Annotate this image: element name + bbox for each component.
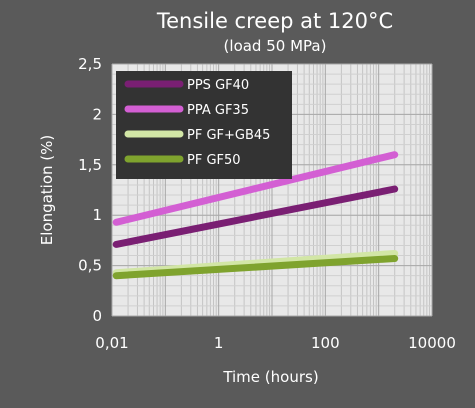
- y-tick-label: 1,5: [78, 156, 102, 174]
- x-axis-ticks: 0,01 1 100 10000: [95, 334, 456, 352]
- chart-subtitle: (load 50 MPa): [224, 37, 327, 55]
- chart-title: Tensile creep at 120°C: [156, 9, 393, 33]
- y-tick-label: 0,5: [78, 257, 102, 275]
- legend-label: PPA GF35: [187, 103, 249, 118]
- x-axis-label: Time (hours): [222, 368, 318, 386]
- x-tick-label: 0,01: [95, 334, 128, 352]
- y-tick-label: 2: [92, 105, 102, 123]
- legend-label: PPS GF40: [187, 78, 249, 93]
- series-lines: [112, 151, 399, 280]
- series-line-pf-gf50: [112, 255, 399, 280]
- y-tick-label: 1: [92, 206, 102, 224]
- x-tick-label: 1: [214, 334, 224, 352]
- series-line-pps-gf40: [112, 185, 399, 248]
- legend-label: PF GF+GB45: [187, 128, 270, 143]
- y-tick-label: 0: [92, 307, 102, 325]
- x-tick-label: 100: [311, 334, 340, 352]
- y-axis-ticks: 0 0,5 1 1,5 2 2,5: [78, 55, 102, 325]
- y-tick-label: 2,5: [78, 55, 102, 73]
- legend-label: PF GF50: [187, 153, 241, 168]
- legend: PPS GF40 PPA GF35 PF GF+GB45 PF GF50: [116, 71, 292, 179]
- y-axis-label: Elongation (%): [38, 135, 56, 246]
- series-line-ppa-gf35: [112, 151, 399, 226]
- x-tick-label: 10000: [408, 334, 456, 352]
